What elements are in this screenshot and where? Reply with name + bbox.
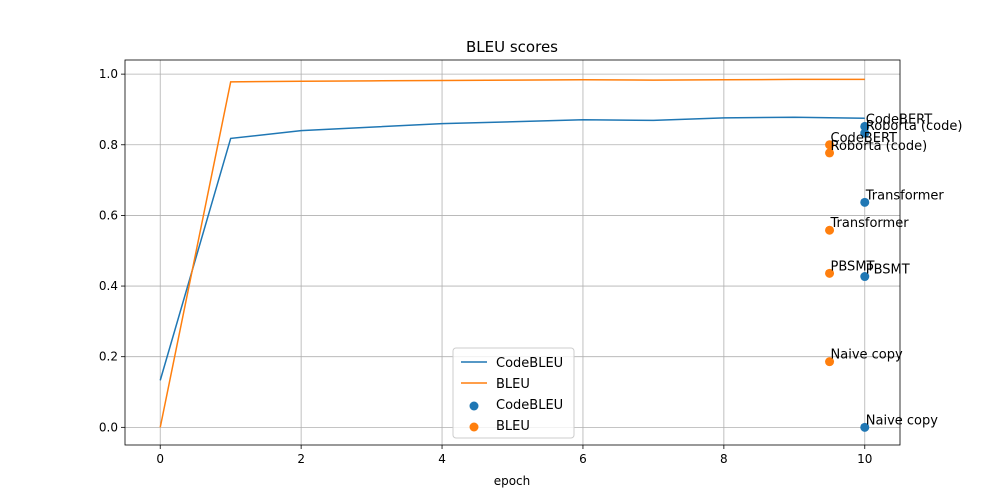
x-axis-label: epoch <box>494 474 531 488</box>
point-annotation: CodeBERT <box>866 112 933 127</box>
x-tick-label: 0 <box>156 452 164 466</box>
legend-label: CodeBLEU <box>496 356 563 371</box>
plot-area: 0 2 4 6 8 100.00.20.40.60.81.0CodeBERTRoborta… <box>99 59 963 466</box>
y-tick-label: 0.0 <box>99 420 118 434</box>
point-annotation: Roborta (code) <box>866 119 963 134</box>
x-tick-label: 2 <box>297 452 305 466</box>
scatter-point-bleu <box>825 268 835 278</box>
x-tick-label: 4 <box>438 452 446 466</box>
point-annotation: Transformer <box>830 216 910 231</box>
series-line-codebleu <box>159 116 865 381</box>
scatter-point-codebleu <box>860 272 870 282</box>
scatter-point-bleu <box>825 140 835 150</box>
legend-label: BLEU <box>496 419 530 434</box>
plot-frame <box>124 59 901 446</box>
series-line-bleu <box>159 78 865 428</box>
scatter-point-bleu <box>825 225 835 235</box>
x-tick-label: 10 <box>857 452 872 466</box>
scatter-point-codebleu <box>860 121 870 131</box>
chart-title: BLEU scores <box>466 38 558 56</box>
y-tick-label: 0.8 <box>99 138 118 152</box>
point-annotation: PBSMT <box>831 259 875 274</box>
point-annotation: Roborta (code) <box>831 139 928 154</box>
point-annotation: Transformer <box>865 188 945 203</box>
point-annotation: CodeBERT <box>831 131 898 146</box>
scatter-point-codebleu <box>860 422 870 432</box>
scatter-point-codebleu <box>860 197 870 207</box>
point-annotation: Naive copy <box>831 348 903 363</box>
scatter-point-bleu <box>825 357 835 367</box>
x-tick-label: 6 <box>579 452 587 466</box>
legend-dot-marker <box>469 422 479 432</box>
scatter-point-codebleu <box>860 128 870 138</box>
x-tick-label: 8 <box>720 452 728 466</box>
y-tick-label: 0.2 <box>99 350 118 364</box>
y-tick-label: 1.0 <box>99 67 118 81</box>
legend-box <box>452 347 575 439</box>
legend-label: BLEU <box>496 377 530 392</box>
legend-label: CodeBLEU <box>496 398 563 413</box>
point-annotation: Naive copy <box>866 413 938 428</box>
y-tick-label: 0.6 <box>99 208 118 222</box>
legend-dot-marker <box>469 401 479 411</box>
scatter-point-bleu <box>825 148 835 158</box>
point-annotation: PBSMT <box>866 263 910 278</box>
y-tick-label: 0.4 <box>99 279 118 293</box>
